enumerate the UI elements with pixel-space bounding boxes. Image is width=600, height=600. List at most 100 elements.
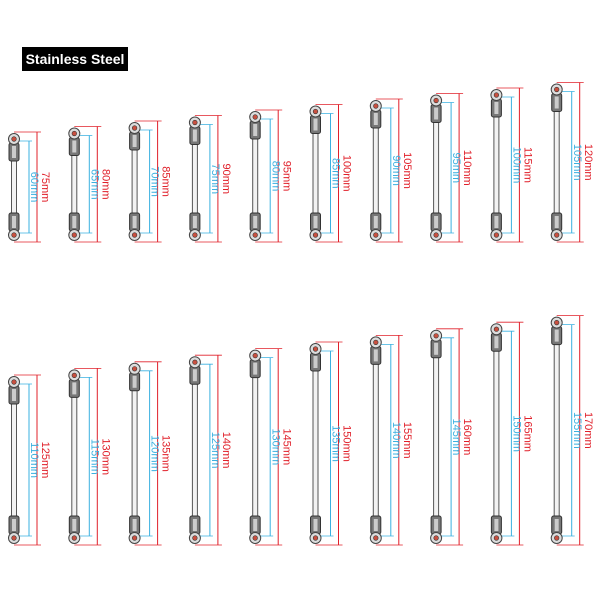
housing-highlight xyxy=(192,216,197,228)
rod xyxy=(493,115,500,215)
housing-highlight xyxy=(253,519,258,531)
rod-end-ball xyxy=(433,97,439,104)
rod xyxy=(131,148,138,215)
housing-highlight xyxy=(253,124,258,136)
rod-end-ball xyxy=(493,326,500,332)
rod-end-ball xyxy=(433,535,439,541)
total-length-label: 100mm xyxy=(341,155,353,192)
total-length-label: 105mm xyxy=(401,152,413,189)
total-length-label: 125mm xyxy=(39,442,51,479)
housing-highlight xyxy=(72,382,77,395)
total-length-label: 170mm xyxy=(582,412,594,449)
housing-highlight xyxy=(12,146,16,158)
total-length-label: 75mm xyxy=(39,172,51,203)
rod-end-ball xyxy=(312,232,319,238)
link: 80mm 95mm xyxy=(249,109,292,243)
link: 145mm 160mm xyxy=(430,328,473,546)
total-length-label: 155mm xyxy=(401,422,413,459)
rod xyxy=(71,395,78,518)
housing-highlight xyxy=(72,140,77,153)
housing-highlight xyxy=(12,519,16,531)
housing-highlight xyxy=(192,519,197,531)
rod-end-ball xyxy=(192,535,198,541)
rod xyxy=(312,132,319,215)
rod-end-ball xyxy=(493,535,500,541)
housing-highlight xyxy=(192,369,197,382)
housing-highlight xyxy=(313,118,318,131)
rod-end-ball xyxy=(252,535,258,541)
rod-end-ball xyxy=(433,232,439,238)
inner-length-label: 150mm xyxy=(510,415,522,452)
housing-highlight xyxy=(373,113,378,125)
housing-highlight xyxy=(554,519,559,531)
rod-end-ball xyxy=(71,372,77,379)
total-length-label: 160mm xyxy=(461,419,473,456)
total-length-label: 115mm xyxy=(521,147,533,183)
housing-highlight xyxy=(554,216,559,228)
housing-highlight xyxy=(253,216,258,228)
rod xyxy=(191,143,198,215)
inner-length-label: 65mm xyxy=(88,169,100,200)
badge-box xyxy=(22,47,128,71)
rod-end-ball xyxy=(312,535,319,541)
inner-length-label: 100mm xyxy=(510,147,522,184)
rod xyxy=(433,121,440,215)
inner-length-label: 130mm xyxy=(269,428,281,465)
inner-length-label: 90mm xyxy=(390,155,402,186)
rod-end-ball xyxy=(493,92,500,98)
total-length-label: 85mm xyxy=(160,166,172,197)
housing-highlight xyxy=(132,216,137,228)
rod-end-ball xyxy=(554,535,560,541)
housing-highlight xyxy=(434,107,439,120)
link: 60mm 75mm xyxy=(8,131,51,243)
rod-end-ball xyxy=(493,232,500,238)
link: 125mm 140mm xyxy=(188,354,232,546)
housing-highlight xyxy=(132,375,137,388)
inner-length-label: 75mm xyxy=(209,163,221,194)
rod xyxy=(433,356,440,518)
housing-highlight xyxy=(72,519,77,531)
rod-end-ball xyxy=(132,535,138,541)
rod-end-ball xyxy=(71,232,77,238)
link: 110mm 125mm xyxy=(8,374,51,546)
total-length-label: 165mm xyxy=(521,415,533,452)
rod-end-ball xyxy=(373,535,379,541)
rod xyxy=(191,382,198,518)
rod-end-ball xyxy=(132,366,138,372)
rod xyxy=(372,126,379,215)
link: 95mm 110mm xyxy=(430,93,473,243)
rod xyxy=(312,369,319,518)
rod xyxy=(553,110,560,215)
rod xyxy=(71,154,78,215)
link: 140mm 155mm xyxy=(369,334,413,546)
inner-length-label: 85mm xyxy=(330,158,342,189)
link: 85mm 100mm xyxy=(309,104,353,243)
housing-highlight xyxy=(132,519,137,531)
inner-length-label: 80mm xyxy=(269,161,281,192)
inner-length-label: 105mm xyxy=(571,144,583,181)
total-length-label: 90mm xyxy=(220,163,232,194)
total-length-label: 150mm xyxy=(341,425,353,462)
housing-highlight xyxy=(494,216,499,228)
badge-text: Stainless Steel xyxy=(26,51,125,67)
rod xyxy=(252,376,259,518)
housing-highlight xyxy=(434,216,439,228)
housing-highlight xyxy=(554,96,559,109)
total-length-label: 140mm xyxy=(220,432,232,469)
rod xyxy=(11,402,17,518)
housing-highlight xyxy=(434,342,439,355)
rod-end-ball xyxy=(71,130,77,137)
housing-highlight xyxy=(12,389,16,401)
inner-length-label: 115mm xyxy=(88,439,100,475)
inner-length-label: 70mm xyxy=(149,166,161,197)
rod xyxy=(252,137,259,215)
total-length-label: 145mm xyxy=(280,428,292,465)
link: 155mm 170mm xyxy=(550,315,594,546)
rod-end-ball xyxy=(11,232,17,238)
housing-highlight xyxy=(253,362,258,375)
housing-highlight xyxy=(373,519,378,531)
rod-end-ball xyxy=(373,339,379,346)
inner-length-label: 140mm xyxy=(390,422,402,459)
rod-end-ball xyxy=(11,136,17,142)
total-length-label: 110mm xyxy=(461,150,473,186)
